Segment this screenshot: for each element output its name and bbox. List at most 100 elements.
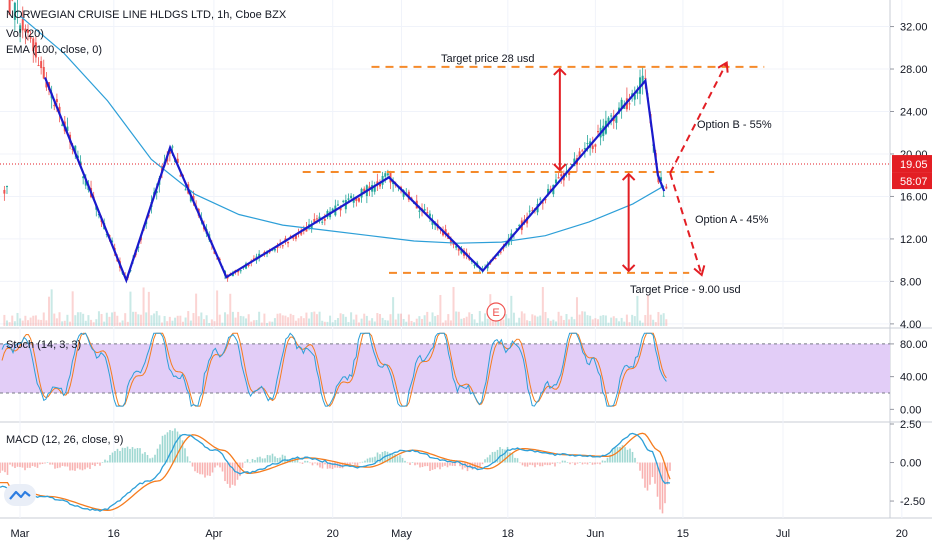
candle-body <box>27 29 30 33</box>
volume-bar <box>176 315 179 326</box>
macd-histogram-bar <box>194 462 196 472</box>
macd-histogram-bar <box>579 462 581 463</box>
volume-bar <box>541 287 544 326</box>
candle-body <box>61 124 64 126</box>
volume-bar <box>297 318 300 326</box>
macd-histogram-bar <box>426 462 429 467</box>
macd-histogram-bar <box>304 460 306 463</box>
macd-histogram-bar <box>574 462 576 466</box>
macd-histogram-bar <box>429 462 431 471</box>
candle-body <box>32 38 35 52</box>
volume-bar <box>3 314 6 326</box>
macd-histogram-bar <box>14 462 16 469</box>
candle-body <box>384 173 387 177</box>
macd-histogram-bar <box>124 447 126 463</box>
candle-body <box>455 245 458 248</box>
candle-body <box>74 145 77 154</box>
volume-bar <box>166 321 169 326</box>
volume-bar <box>53 313 56 326</box>
volume-bar <box>281 315 284 326</box>
volume-bar <box>268 321 271 326</box>
candle-body <box>665 186 668 189</box>
volume-bar <box>465 316 468 326</box>
macd-histogram-bar <box>99 462 101 466</box>
volume-bar <box>336 318 339 326</box>
volume-bar <box>11 315 14 326</box>
volume-bar <box>234 317 237 326</box>
volume-bar <box>531 314 534 326</box>
time-tick-label: 16 <box>108 528 120 540</box>
macd-histogram-bar <box>109 455 111 463</box>
volume-bar <box>507 318 510 326</box>
macd-histogram-bar <box>139 448 141 463</box>
volume-bar <box>442 322 445 326</box>
macd-histogram-bar <box>621 445 624 463</box>
macd-histogram-bar <box>104 459 106 463</box>
macd-histogram-bar <box>211 462 214 473</box>
volume-bar <box>602 315 605 326</box>
macd-histogram-bar <box>446 462 449 468</box>
candle-body <box>428 213 431 217</box>
candle-body <box>168 151 171 154</box>
macd-histogram-bar <box>559 462 561 464</box>
macd-histogram-bar <box>381 451 384 463</box>
macd-histogram-bar <box>451 462 454 466</box>
volume-bar <box>239 315 242 326</box>
candle-body <box>378 183 381 187</box>
macd-histogram-bar <box>481 462 484 465</box>
volume-bar <box>644 315 647 326</box>
volume-bar <box>657 312 660 326</box>
volume-bar <box>394 319 397 326</box>
volume-bar <box>486 318 489 326</box>
volume-bar <box>300 316 303 326</box>
volume-bar <box>597 319 600 326</box>
macd-histogram-bar <box>234 462 236 486</box>
volume-bar <box>512 312 515 326</box>
candle-body <box>34 42 37 58</box>
tradingview-logo[interactable] <box>4 484 36 506</box>
candle-body <box>557 177 560 179</box>
macd-histogram-bar <box>359 462 361 464</box>
volume-bar <box>116 315 119 326</box>
candle-body <box>497 254 500 256</box>
volume-bar <box>368 320 371 326</box>
candle-body <box>591 145 594 150</box>
macd-histogram-bar <box>434 462 436 470</box>
volume-bar <box>363 313 366 326</box>
volume-bar <box>570 316 573 326</box>
volume-bar <box>210 319 213 326</box>
macd-histogram-bar <box>174 428 176 463</box>
volume-bar <box>287 317 290 326</box>
macd-histogram-bar <box>326 462 329 469</box>
candle-body <box>29 37 32 39</box>
stoch-k-line <box>1 332 667 407</box>
volume-bar <box>660 314 663 326</box>
macd-histogram-bar <box>236 462 239 480</box>
candle-body <box>336 204 339 206</box>
volume-bar <box>100 313 103 326</box>
volume-bar <box>32 315 35 326</box>
volume-bar <box>665 319 668 326</box>
macd-histogram-bar <box>474 462 476 468</box>
candle-body <box>53 105 56 107</box>
macd-histogram-bar <box>331 462 334 470</box>
macd-histogram-bar <box>421 462 424 468</box>
candle-body <box>442 231 445 236</box>
macd-histogram-bar <box>166 432 169 463</box>
volume-bar <box>260 322 263 326</box>
volume-bar <box>105 312 108 326</box>
candle-body <box>570 164 573 166</box>
macd-histogram-bar <box>581 462 584 465</box>
candle-body <box>402 190 405 197</box>
volume-bar <box>87 315 90 326</box>
macd-histogram-bar <box>261 458 264 463</box>
macd-histogram-bar <box>219 462 221 468</box>
macd-histogram-bar <box>526 462 529 467</box>
macd-tick-label: 0.00 <box>900 458 921 470</box>
macd-histogram-bar <box>66 462 69 467</box>
macd-histogram-bar <box>394 454 396 463</box>
macd-histogram-bar <box>86 462 89 468</box>
macd-histogram-bar <box>389 453 391 463</box>
stoch-d-line <box>1 332 667 407</box>
